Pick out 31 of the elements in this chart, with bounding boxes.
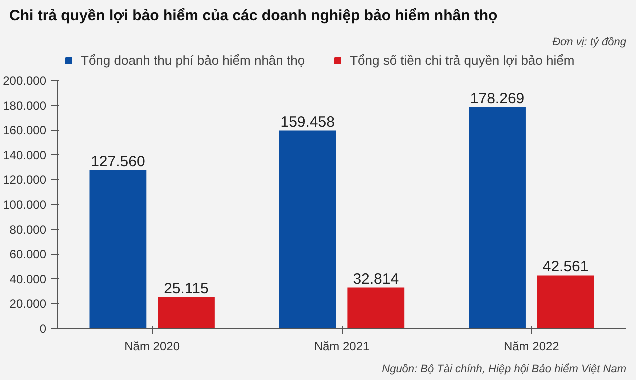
y-tick-label: 120.000 [3, 173, 47, 188]
y-tick-label: 160.000 [3, 124, 47, 138]
bar [469, 107, 526, 328]
y-tick-label: 20.000 [10, 297, 47, 312]
legend-label: Tổng doanh thu phí bảo hiểm nhân thọ [81, 53, 306, 68]
chart-title: Chi trả quyền lợi bảo hiểm của các doanh nghiệp bảo hiểm nhân thọ [10, 8, 498, 24]
text: Nguồn: Bộ Tài chính, Hiệp hội Bảo hiểm Việt Nam [382, 364, 626, 376]
data-label: 32.814 [353, 270, 400, 288]
bar [537, 276, 594, 328]
y-tick-label: 0 [40, 322, 47, 336]
bar [158, 297, 215, 328]
y-tick-label: 180.000 [3, 98, 47, 113]
chart-subtitle: Đơn vị: tỷ đồng [552, 36, 628, 48]
legend-label: Tổng số tiền chi trả quyền lợi bảo hiểm [350, 53, 575, 68]
data-label: 178.269 [470, 90, 525, 108]
x-tick-label: Năm 2021 [314, 340, 370, 354]
y-tick-label: 200.000 [3, 74, 47, 88]
bar [279, 130, 336, 328]
data-label: 25.115 [164, 280, 209, 298]
data-label: 42.561 [542, 258, 589, 276]
x-tick-label: Năm 2020 [124, 340, 180, 354]
y-tick-label: 100.000 [3, 198, 47, 212]
data-label: 159.458 [280, 114, 335, 131]
y-tick-label: 40.000 [10, 272, 47, 286]
y-tick-label: 80.000 [10, 222, 47, 237]
bar [348, 288, 405, 328]
data-label: 127.560 [91, 153, 146, 170]
bar [90, 170, 147, 328]
x-tick-label: Năm 2022 [504, 340, 560, 354]
y-tick-label: 140.000 [3, 148, 47, 162]
y-tick-label: 60.000 [10, 248, 47, 262]
